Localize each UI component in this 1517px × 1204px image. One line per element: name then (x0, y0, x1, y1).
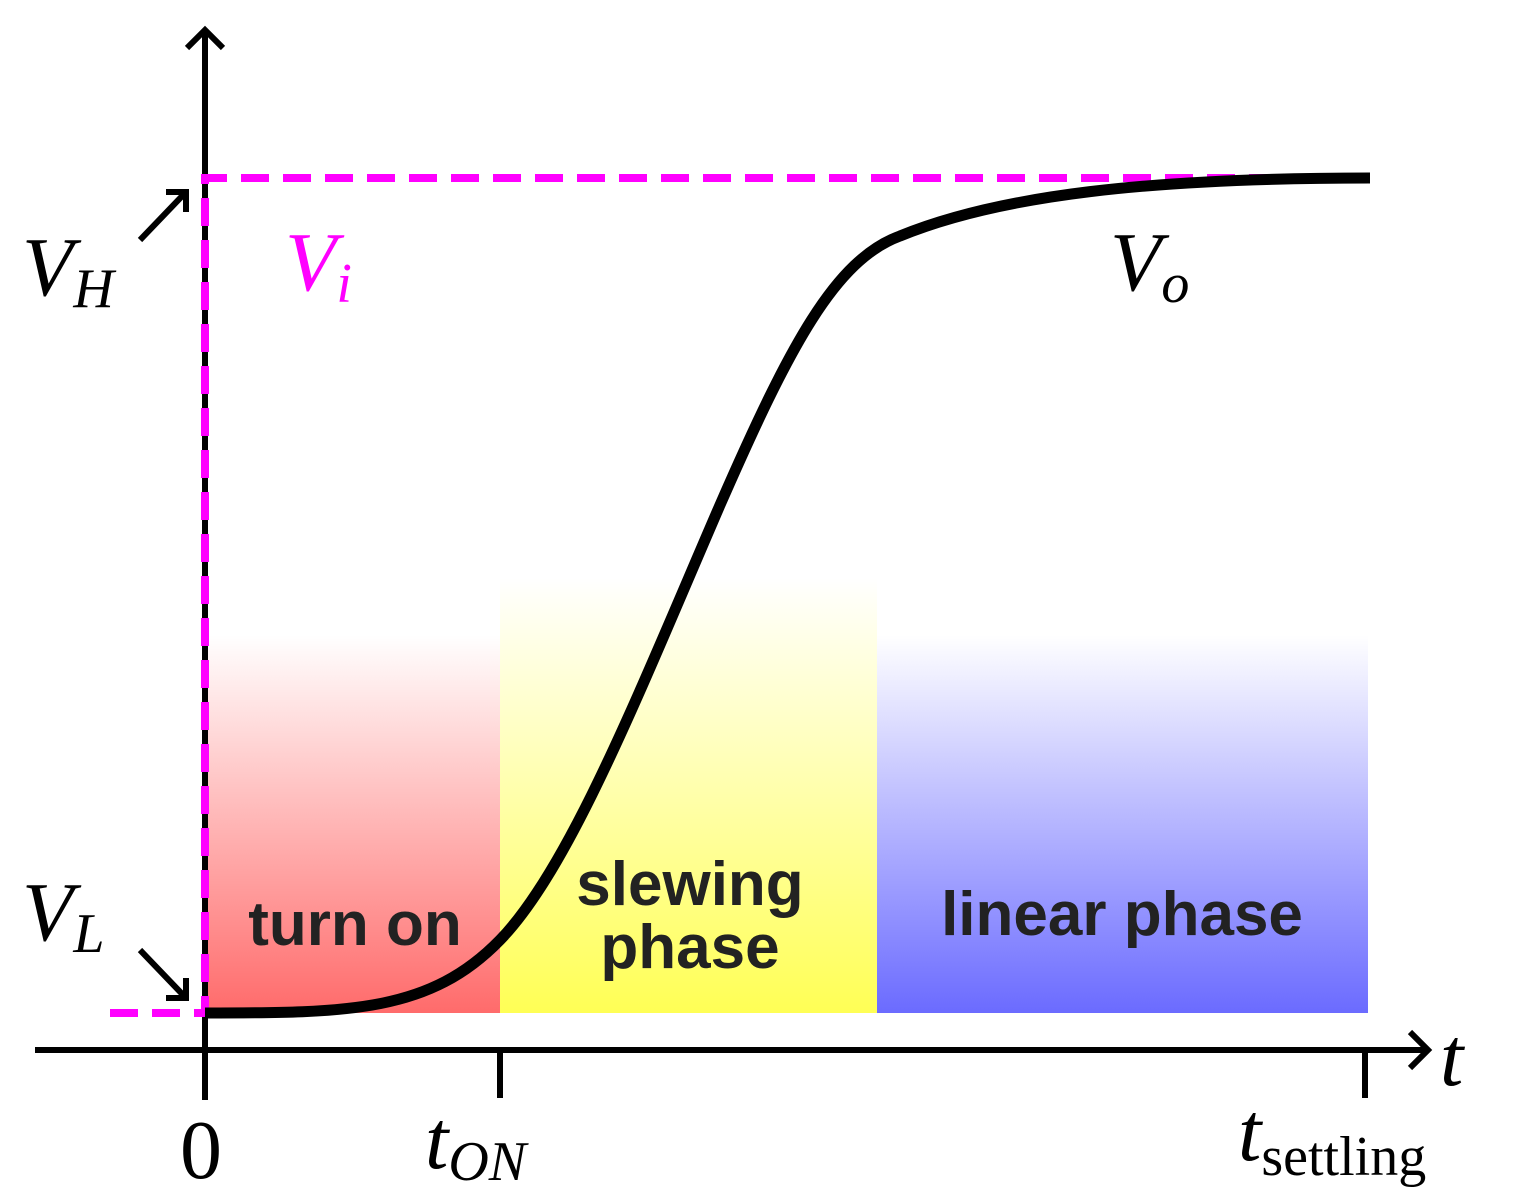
slewing-region (500, 578, 877, 1013)
symbol: t (1238, 1086, 1264, 1179)
x-tick-label: 0 (180, 1104, 222, 1197)
symbol: V (285, 216, 345, 309)
phase-label: phase (600, 913, 779, 982)
subscript: settling (1261, 1126, 1426, 1188)
input-label: Vi (285, 216, 352, 315)
subscript: H (72, 258, 116, 320)
phase-label: slewing (576, 850, 803, 919)
phase-label: linear phase (941, 880, 1303, 949)
subscript: L (72, 903, 104, 965)
x-tick-label: tsettling (1238, 1086, 1426, 1188)
level-high: VH (22, 221, 116, 320)
phase-label: turn on (248, 890, 462, 959)
symbol: V (22, 221, 82, 314)
symbol: t (425, 1094, 451, 1187)
subscript: ON (448, 1131, 528, 1193)
subscript: i (336, 253, 352, 315)
turn-on-region (205, 635, 500, 1013)
output-curve (204, 172, 1371, 1019)
symbol: V (1110, 216, 1170, 309)
input-step (110, 174, 1372, 1017)
linear-region (877, 635, 1368, 1013)
subscript: o (1161, 253, 1189, 315)
symbol: 0 (180, 1104, 222, 1197)
x-axis-label: t (1440, 1011, 1466, 1104)
x-tick-label: tON (425, 1094, 529, 1193)
output-label: Vo (1110, 216, 1189, 315)
symbol: V (22, 866, 82, 959)
level-low: VL (22, 866, 104, 965)
